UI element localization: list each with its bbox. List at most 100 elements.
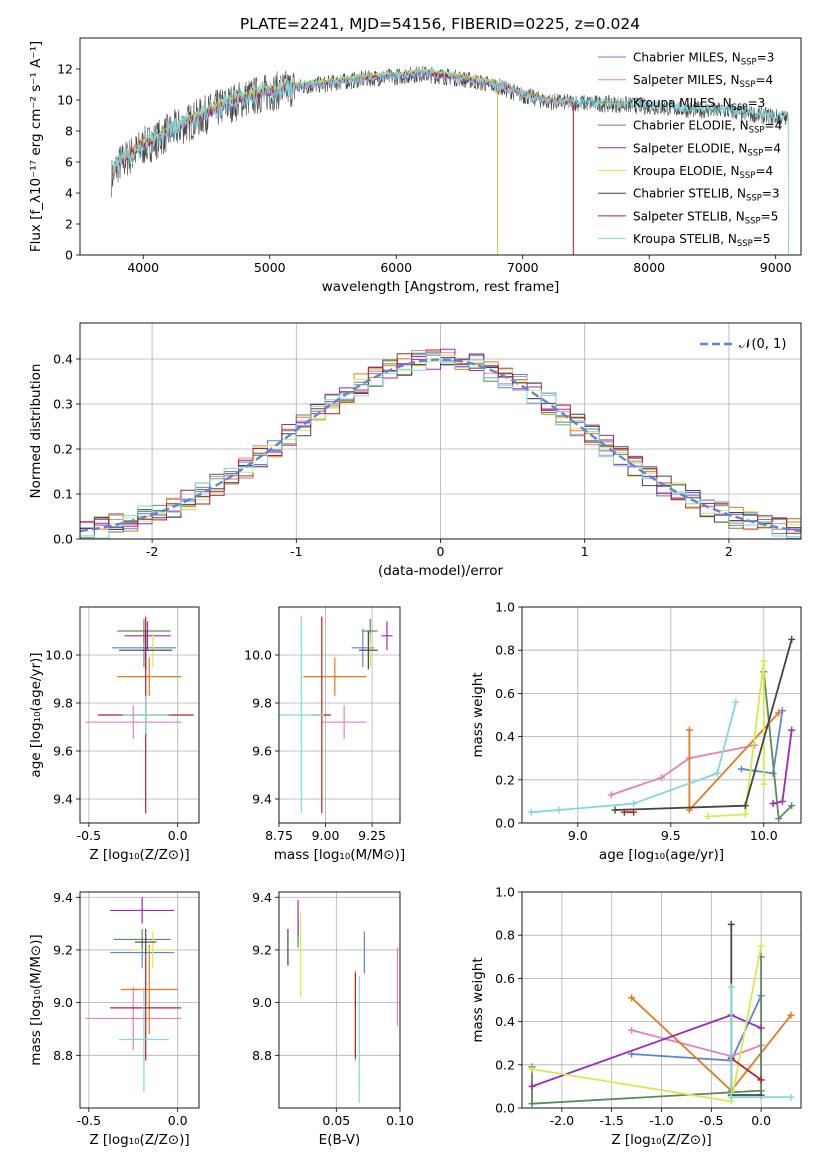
plot-area [85,897,182,1093]
legend-label: Chabrier STELIB, NSSP=3 [633,187,780,204]
spectrum-line [111,67,574,255]
spectrum-line [111,71,574,255]
x-tick-label: -0.5 [77,1113,101,1128]
plus-marker [757,1076,765,1084]
x-tick-label: 10.0 [750,828,778,843]
error-bar-point [359,631,378,670]
legend-rest: =3 [757,51,775,65]
plus-marker [769,800,777,808]
plot-area [111,65,789,255]
plus-marker [628,1026,636,1034]
x-tick-label: -2.0 [550,1113,574,1128]
error-bar-point [85,705,182,739]
legend-label: Kroupa ELODIE, NSSP=4 [633,164,773,181]
y-tick-label: 9.4 [252,890,272,905]
plus-marker [713,769,721,777]
legend-rest: =3 [762,187,780,201]
chart-title: PLATE=2241, MJD=54156, FIBERID=0225, z=0… [240,15,640,33]
mass-weight-line [707,660,765,818]
y-tick-label: 1.0 [495,885,515,900]
spectrum-line [111,65,789,255]
legend-label: 𝒩(0, 1) [739,337,786,352]
x-axis-label: age [log₁₀(age/yr)] [599,847,724,863]
plot-area [527,635,796,823]
axes-frame [521,606,802,824]
plot-area [85,616,194,814]
y-tick-label: 9.0 [53,995,73,1010]
mass-vs-extinction-panel: 0.05 0.10 8.8 9.0 9.2 9.4 E(B-V) [252,890,414,1148]
y-tick-label: 6 [65,155,73,170]
mass-weight-line [611,744,755,796]
axes-frame [79,322,802,540]
mass-weight-line [688,712,780,813]
legend-subscript: SSP [740,80,756,90]
x-tick-label: -1 [290,544,302,559]
y-tick-label: 10.0 [244,648,272,663]
plus-marker [630,800,638,808]
plus-marker [607,791,615,799]
y-tick-label: 0.6 [495,686,515,701]
plus-marker [788,802,796,810]
plus-marker [778,797,786,805]
y-tick-label: 0.0 [53,532,73,547]
x-tick-label: 4000 [127,260,159,275]
x-tick-label: 0.10 [386,1113,414,1128]
legend-rest: =3 [748,96,766,110]
legend-subscript: SSP [737,239,753,249]
residual-histogram-panel: -2 -1 0 1 2 0.0 0.1 0.2 0.3 0.4 (data-model)/error… [28,322,802,579]
y-tick-label: 0 [65,248,73,263]
y-tick-label: 8.8 [252,1048,272,1063]
x-tick-label: 8.75 [265,828,293,843]
spectrum-line [142,69,498,255]
legend-subscript: SSP [740,171,756,181]
error-bar-point [279,616,324,814]
legend-rest: =4 [755,164,773,178]
plus-marker [527,808,535,816]
mass-weight-line [531,701,737,814]
y-tick-label: 2 [65,217,73,232]
x-tick-label: 7000 [507,260,539,275]
legend-rest: =4 [765,119,783,133]
legend-label: Salpeter STELIB, NSSP=5 [633,209,778,226]
plus-marker [727,983,735,991]
plus-marker [757,1024,765,1032]
mass-weight-line [531,1014,762,1088]
legend-subscript: SSP [749,126,765,136]
x-axis-label: mass [log₁₀(M/M⊙)] [274,847,405,863]
plot-area [279,616,393,814]
plus-marker [788,726,796,734]
error-bar-point [110,897,175,924]
x-tick-label: 0.0 [751,1113,771,1128]
plus-marker [528,1065,536,1073]
mass-vs-metallicity-panel: -0.5 0.0 8.8 9.0 9.2 9.4 Z [log₁₀(Z/Z⊙)] mass [… [28,890,200,1148]
plus-marker [628,994,636,1002]
mass-weight-vs-metallicity-panel: -2.0 -1.5 -1.0 -0.5 0.0 0.0 0.2 0.4 0.6 0.8 1.0 Z [… [470,885,802,1148]
legend-subscript: SSP [747,148,763,158]
error-bar-point [117,657,182,696]
axes-frame [521,891,802,1109]
error-bar-point [321,705,367,739]
spectrum-panel: 4000 5000 6000 7000 8000 9000 0 2 4 6 8 10 12 wavelen… [28,37,802,295]
y-tick-label: 0.2 [53,442,73,457]
error-bar-point [113,928,171,950]
y-tick-label: 9.4 [53,890,73,905]
plus-marker [528,1082,536,1090]
x-tick-label: -0.5 [699,1113,723,1128]
x-axis-label: Z [log₁₀(Z/Z⊙)] [89,847,189,863]
legend-label: Salpeter MILES, NSSP=4 [633,73,773,90]
error-bar-point [117,619,171,643]
y-tick-label: 9.0 [252,995,272,1010]
x-tick-label: 2 [725,544,733,559]
plus-marker [732,698,740,706]
spectrum-line [111,69,574,255]
y-tick-label: 8.8 [53,1048,73,1063]
plus-marker [788,635,796,643]
plus-marker [704,813,712,821]
plus-marker [741,802,749,810]
x-tick-label: 9.5 [661,828,681,843]
plus-marker [528,1100,536,1108]
mass-weight-line [730,1057,762,1081]
plus-marker [775,815,783,823]
plot-area [528,920,795,1108]
mass-weight-line [741,710,784,775]
